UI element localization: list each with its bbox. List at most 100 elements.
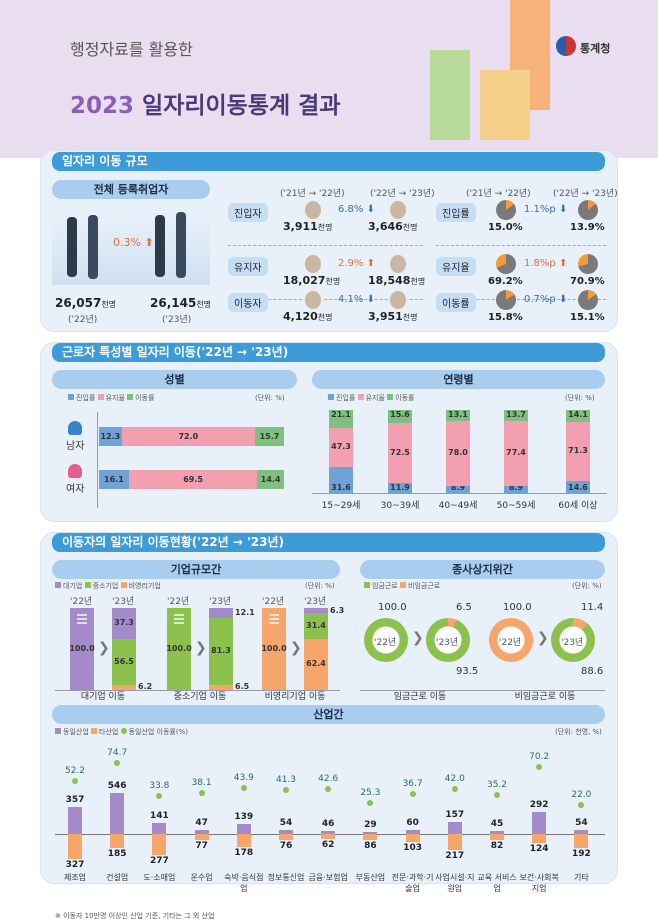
industry-rate-dot xyxy=(494,791,500,798)
rate-curr: 13.9% xyxy=(570,222,605,233)
industry-value-same: 54 xyxy=(575,817,588,828)
industry-category-label: 제조업 xyxy=(63,873,87,882)
age-bar-segment: 14.1 xyxy=(566,410,590,422)
industry-category-label: 기타 xyxy=(574,873,589,882)
year-22-label: ('22년) xyxy=(68,315,98,325)
industry-rate-dot xyxy=(283,786,289,793)
size-bar-23-segment: 56.5 xyxy=(112,638,136,685)
rate-prev: 15.8% xyxy=(488,312,523,323)
person-avatar-icon xyxy=(388,253,408,275)
industry-category-label: 운수업 xyxy=(190,873,213,882)
industry-rate-label: 22.0 xyxy=(571,790,592,801)
size-bar-23-segment xyxy=(112,684,136,690)
person-avatar-icon xyxy=(303,199,323,221)
rate-period-2: ('22년 → '23년) xyxy=(553,189,618,199)
rate-pie-curr xyxy=(578,200,598,220)
industry-bar-same xyxy=(68,807,82,834)
industry-rate-dot xyxy=(536,763,543,770)
industry-rate-dot xyxy=(72,778,78,785)
industry-bar-other xyxy=(447,834,462,851)
donut-23 xyxy=(426,618,470,662)
status-label: 임금근로 이동 xyxy=(393,692,447,702)
size-bar-23-segment: 31.4 xyxy=(304,613,328,639)
industry-bar-same xyxy=(490,830,504,834)
title-year: 2023 xyxy=(70,93,135,119)
total-employed-title: 전체 등록취업자 xyxy=(52,180,210,199)
arrow-down-icon: ⬇ xyxy=(366,204,375,215)
industry-rate-label: 74.7 xyxy=(107,748,128,759)
value-prev: 18,027천명 xyxy=(283,274,341,287)
gender-label: 남자 xyxy=(66,441,85,452)
industry-bar-other xyxy=(321,834,336,839)
age-unit: (단위: %) xyxy=(565,394,595,402)
year-22-label: '22년 xyxy=(70,597,93,607)
rate-pie-prev xyxy=(496,290,516,310)
industry-rate-label: 70.2 xyxy=(529,751,550,762)
size-bar-23-value: 6.5 xyxy=(235,682,250,692)
gender-axis xyxy=(97,412,98,508)
size-bar-23-segment: 37.3 xyxy=(112,608,136,639)
industry-value-other: 217 xyxy=(445,851,465,862)
industry-bar-other xyxy=(532,834,547,844)
size-axis xyxy=(55,690,340,691)
rate-pie-prev xyxy=(496,254,516,274)
industry-bar-same xyxy=(574,829,589,834)
chevron-right-icon: ❯ xyxy=(195,640,207,656)
gender-bar-segment: 16.1 xyxy=(99,470,129,489)
scale-section-title: 일자리 이동 규모 xyxy=(52,152,605,171)
year-23-label: '23년 xyxy=(304,597,327,607)
size-bar-23-segment: 62.4 xyxy=(304,638,328,691)
donut-23-label: '23년 xyxy=(561,638,584,648)
year-23-label: '23년 xyxy=(209,597,232,607)
status-unit: (단위: %) xyxy=(572,582,602,590)
industry-category-label: 교육 서비스업 xyxy=(477,873,517,893)
movers-section-title: 이동자의 일자리 이동현황('22년 → '23년) xyxy=(52,533,605,552)
year-23-label: ('23년) xyxy=(162,315,192,325)
industry-category-label: 숙박·음식점업 xyxy=(224,873,264,893)
year-23-label: '23년 xyxy=(112,597,135,607)
rate-label: 이동률 xyxy=(436,293,476,312)
rate-change: 0.7%p ⬇ xyxy=(524,294,568,305)
industry-bar-same xyxy=(447,822,462,834)
industry-value-other: 192 xyxy=(571,849,591,860)
industry-bar-same xyxy=(194,830,209,834)
size-title: 기업규모간 xyxy=(52,560,340,579)
row-label: 이동자 xyxy=(228,293,268,312)
industry-value-other: 185 xyxy=(107,848,127,859)
industry-value-same: 157 xyxy=(445,810,465,821)
industry-rate-label: 41.3 xyxy=(275,774,297,785)
value-22: 100.0 xyxy=(378,602,407,613)
age-bar-segment: 31.6 xyxy=(329,466,353,493)
industry-rate-dot xyxy=(325,785,332,792)
age-bar-segment: 11.9 xyxy=(388,483,412,493)
age-bar-segment: 78.0 xyxy=(446,420,470,486)
year-22-label: '22년 xyxy=(262,597,285,607)
donut-22 xyxy=(364,618,408,662)
industry-bar-other xyxy=(279,834,293,840)
industry-footnote: ※ 이동자 10만명 이상인 산업 기준, 기타는 그 외 산업 xyxy=(55,912,215,920)
donut-22 xyxy=(489,618,533,662)
rate-change: 1.8%p ⬆ xyxy=(524,258,568,269)
gender-bar-segment: 12.3 xyxy=(99,427,122,446)
industry-rate-label: 42.0 xyxy=(444,774,465,785)
period-2: ('22년 → '23년) xyxy=(370,189,435,199)
industry-bar-same xyxy=(236,823,251,834)
age-axis xyxy=(312,493,607,494)
age-bar-segment: 21.1 xyxy=(329,410,353,428)
chevron-right-icon: ❯ xyxy=(98,640,110,656)
status-axis xyxy=(360,690,605,691)
industry-bar-other xyxy=(574,834,589,849)
change-rate: 2.9% ⬆ xyxy=(338,258,375,269)
header-title: 2023 일자리이동통계 결과 xyxy=(70,86,340,120)
row-label: 진입자 xyxy=(228,203,268,222)
arrow-down-icon: ⬇ xyxy=(558,204,568,215)
gender-title: 성별 xyxy=(52,370,297,389)
gender-bar-segment: 15.7 xyxy=(254,427,284,446)
industry-rate-label: 33.8 xyxy=(149,780,170,791)
donut-22-label: '22년 xyxy=(499,638,522,648)
header-banner: 행정자료를 활용한 2023 일자리이동통계 결과 통계청 xyxy=(0,0,658,158)
industry-rate-label: 25.3 xyxy=(360,787,381,798)
size-bar-23-value: 12.1 xyxy=(235,607,255,617)
age-bar-segment: 13.7 xyxy=(504,410,528,422)
industry-value-same: 54 xyxy=(279,817,293,828)
